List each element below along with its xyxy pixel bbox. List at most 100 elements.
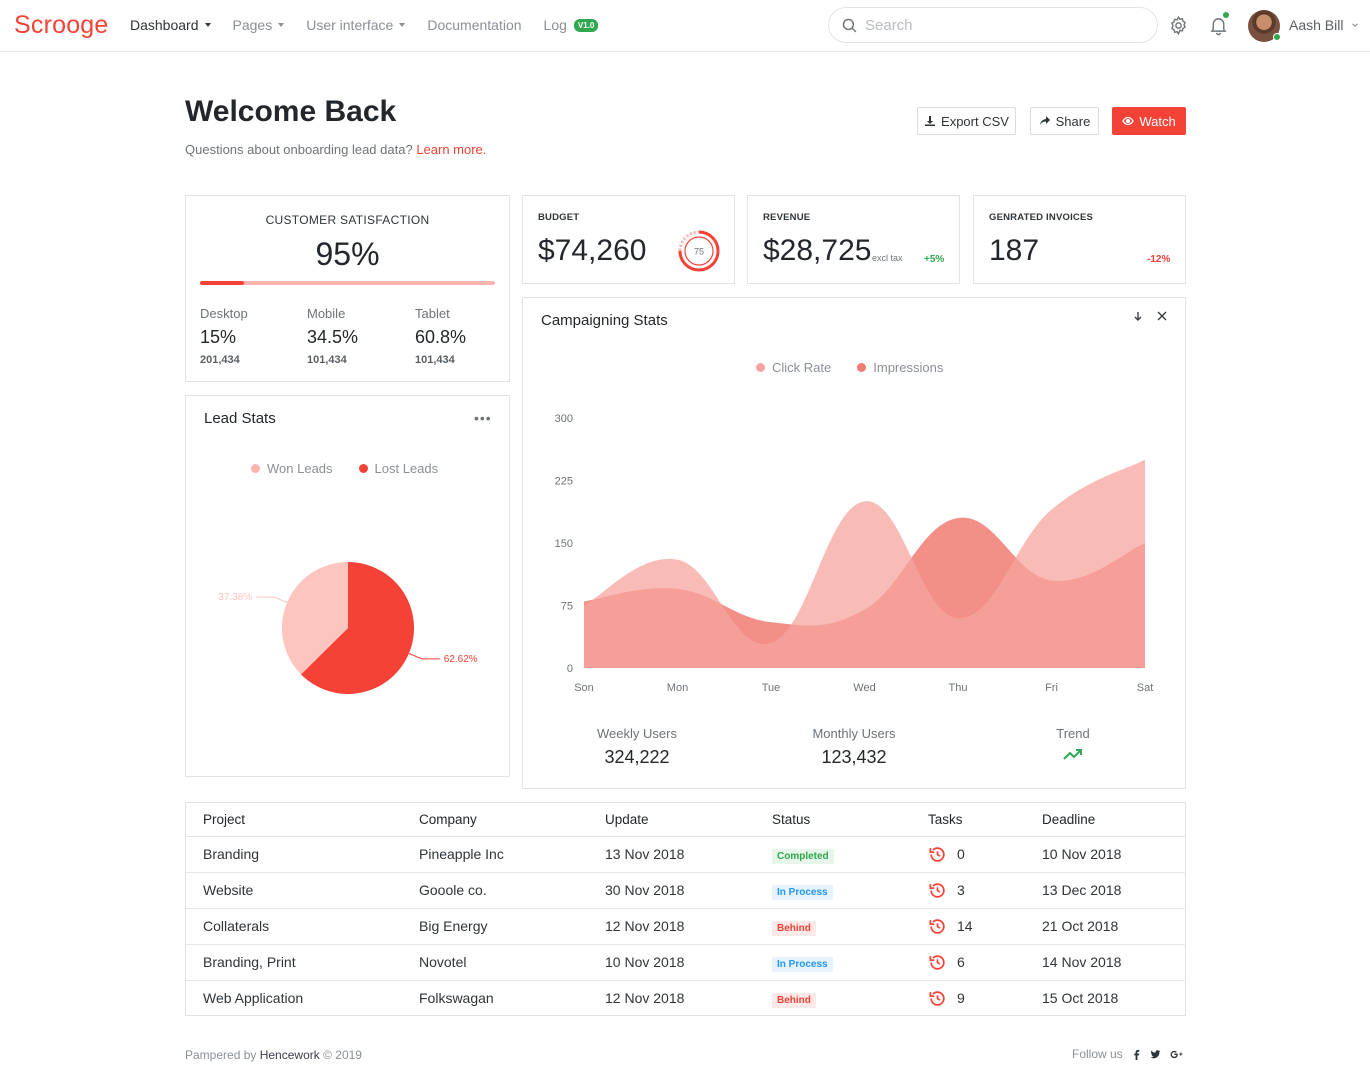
gear-icon[interactable] bbox=[1168, 15, 1189, 36]
col-company[interactable]: Company bbox=[402, 803, 588, 837]
cs-col-pct: 60.8% bbox=[415, 327, 467, 347]
kpi-weekly-users: Weekly Users 324,222 bbox=[577, 726, 697, 768]
col-deadline[interactable]: Deadline bbox=[1025, 803, 1185, 837]
watch-button[interactable]: Watch bbox=[1112, 107, 1186, 135]
subtitle-text: Questions about onboarding lead data? bbox=[185, 142, 413, 157]
search-icon bbox=[842, 18, 857, 33]
status-badge: In Process bbox=[772, 885, 833, 900]
lead-legend: Won Leads Lost Leads bbox=[251, 461, 438, 476]
cell-company: Gooole co. bbox=[402, 872, 588, 909]
task-count: 9 bbox=[957, 990, 965, 1007]
nav-documentation[interactable]: Documentation bbox=[427, 17, 521, 33]
nav-documentation-label: Documentation bbox=[427, 17, 522, 33]
customer-satisfaction-card: CUSTOMER SATISFACTION 95% Desktop 15% 20… bbox=[185, 195, 510, 382]
export-csv-label: Export CSV bbox=[941, 113, 1009, 129]
search-input[interactable] bbox=[865, 14, 1145, 36]
cs-tablet: Tablet 60.8% 101,434 bbox=[415, 306, 466, 366]
more-options-icon[interactable]: ••• bbox=[474, 410, 492, 426]
facebook-icon[interactable] bbox=[1131, 1049, 1142, 1060]
nav-user-interface[interactable]: User interface bbox=[306, 17, 406, 33]
cell-deadline: 13 Dec 2018 bbox=[1025, 872, 1185, 909]
kpi-label: Monthly Users bbox=[812, 726, 896, 741]
close-icon[interactable] bbox=[1156, 310, 1168, 322]
x-tick-label: Son bbox=[574, 682, 594, 694]
cs-col-num: 101,434 bbox=[307, 354, 347, 366]
cell-update: 12 Nov 2018 bbox=[588, 908, 755, 945]
cell-company: Folkswagan bbox=[419, 990, 494, 1007]
table-row[interactable]: Web Application Folkswagan 12 Nov 2018 Behi… bbox=[186, 980, 1185, 1016]
learn-more-link[interactable]: Learn more. bbox=[416, 142, 487, 157]
nav-dashboard[interactable]: Dashboard bbox=[130, 17, 211, 33]
legend-item-won[interactable]: Won Leads bbox=[251, 461, 333, 476]
y-tick-label: 75 bbox=[561, 601, 573, 613]
table-row[interactable]: Branding, Print Novotel 10 Nov 2018 In Proc… bbox=[186, 944, 1185, 981]
google-plus-icon[interactable] bbox=[1169, 1049, 1185, 1060]
x-tick-label: Tue bbox=[762, 682, 781, 694]
cs-col-num: 101,434 bbox=[415, 354, 455, 366]
legend-label: Lost Leads bbox=[374, 461, 439, 476]
legend-dot bbox=[251, 464, 260, 473]
legend-item-impressions[interactable]: Impressions bbox=[857, 360, 943, 375]
revenue-card: REVENUE $28,725 excl tax +5% bbox=[747, 195, 960, 284]
history-icon bbox=[929, 882, 945, 898]
cell-tasks: 6 bbox=[911, 944, 1025, 981]
cell-project: Branding, Print bbox=[186, 944, 402, 981]
cs-col-label: Desktop bbox=[200, 306, 248, 321]
cs-progress-bar bbox=[200, 281, 495, 285]
main-nav: Dashboard Pages User interface Documenta… bbox=[130, 17, 620, 33]
nav-pages[interactable]: Pages bbox=[233, 17, 285, 33]
legend-label: Click Rate bbox=[772, 360, 832, 375]
col-tasks[interactable]: Tasks bbox=[911, 803, 1025, 837]
invoices-title: GENRATED INVOICES bbox=[989, 212, 1094, 223]
cs-progress-fill bbox=[200, 281, 245, 285]
caret-down-icon bbox=[399, 23, 406, 27]
col-update[interactable]: Update bbox=[588, 803, 755, 837]
budget-progress-ring: 75 bbox=[678, 230, 720, 272]
table-row[interactable]: Website Gooole co. 30 Nov 2018 In Process 3 1… bbox=[186, 872, 1185, 909]
legend-item-lost[interactable]: Lost Leads bbox=[358, 461, 439, 476]
cell-update: 30 Nov 2018 bbox=[588, 872, 755, 909]
pie-slice-won-leads[interactable] bbox=[282, 562, 348, 675]
cs-desktop: Desktop 15% 201,434 bbox=[200, 306, 248, 366]
table-header-row: Project Company Update Status Tasks Dead… bbox=[186, 803, 1185, 837]
legend-item-click-rate[interactable]: Click Rate bbox=[756, 360, 831, 375]
user-menu[interactable]: Aash Bill bbox=[1289, 17, 1359, 33]
cell-status: In Process bbox=[755, 872, 911, 909]
bell-icon[interactable] bbox=[1208, 14, 1229, 36]
pie-slice-lost-leads[interactable] bbox=[300, 562, 414, 694]
export-csv-button[interactable]: Export CSV bbox=[917, 107, 1016, 135]
cell-status: Behind bbox=[755, 980, 911, 1016]
status-badge: Behind bbox=[772, 993, 816, 1009]
lead-stats-card: Lead Stats ••• Won Leads Lost Leads 62.6… bbox=[185, 395, 510, 777]
app-logo[interactable]: Scrooge bbox=[14, 11, 109, 39]
revenue-title: REVENUE bbox=[763, 212, 811, 223]
twitter-icon[interactable] bbox=[1150, 1049, 1161, 1060]
kpi-label: Weekly Users bbox=[597, 726, 677, 741]
cell-company: Big Energy bbox=[402, 908, 588, 945]
cs-col-num: 201,434 bbox=[200, 354, 240, 366]
col-project[interactable]: Project bbox=[186, 803, 402, 837]
cell-deadline: 10 Nov 2018 bbox=[1025, 836, 1185, 873]
table-row[interactable]: Branding Pineapple Inc 13 Nov 2018 Complete… bbox=[186, 836, 1185, 873]
area-series-click-rate[interactable] bbox=[584, 459, 1145, 668]
cs-col-label: Mobile bbox=[307, 306, 346, 321]
cell-update: 12 Nov 2018 bbox=[605, 990, 685, 1007]
nav-log[interactable]: Log V1.0 bbox=[544, 17, 599, 33]
cell-project: Website bbox=[186, 872, 402, 909]
share-button[interactable]: Share bbox=[1030, 107, 1099, 135]
col-status[interactable]: Status bbox=[755, 803, 911, 837]
legend-label: Impressions bbox=[873, 360, 944, 375]
cell-project: Web Application bbox=[203, 990, 304, 1007]
history-icon bbox=[929, 991, 945, 1006]
pie-data-label: 62.62% bbox=[444, 654, 478, 665]
watch-label: Watch bbox=[1139, 113, 1176, 129]
card-actions bbox=[1132, 310, 1168, 322]
revenue-value: $28,725 bbox=[763, 234, 872, 267]
nav-log-label: Log bbox=[543, 17, 567, 33]
collapse-icon[interactable] bbox=[1132, 310, 1144, 322]
cell-deadline: 21 Oct 2018 bbox=[1025, 908, 1185, 945]
footer-brand[interactable]: Hencework bbox=[259, 1048, 320, 1062]
table-row[interactable]: Collaterals Big Energy 12 Nov 2018 Behind 14… bbox=[186, 908, 1185, 945]
caret-down-icon bbox=[278, 23, 285, 27]
nav-dashboard-label: Dashboard bbox=[130, 17, 199, 33]
